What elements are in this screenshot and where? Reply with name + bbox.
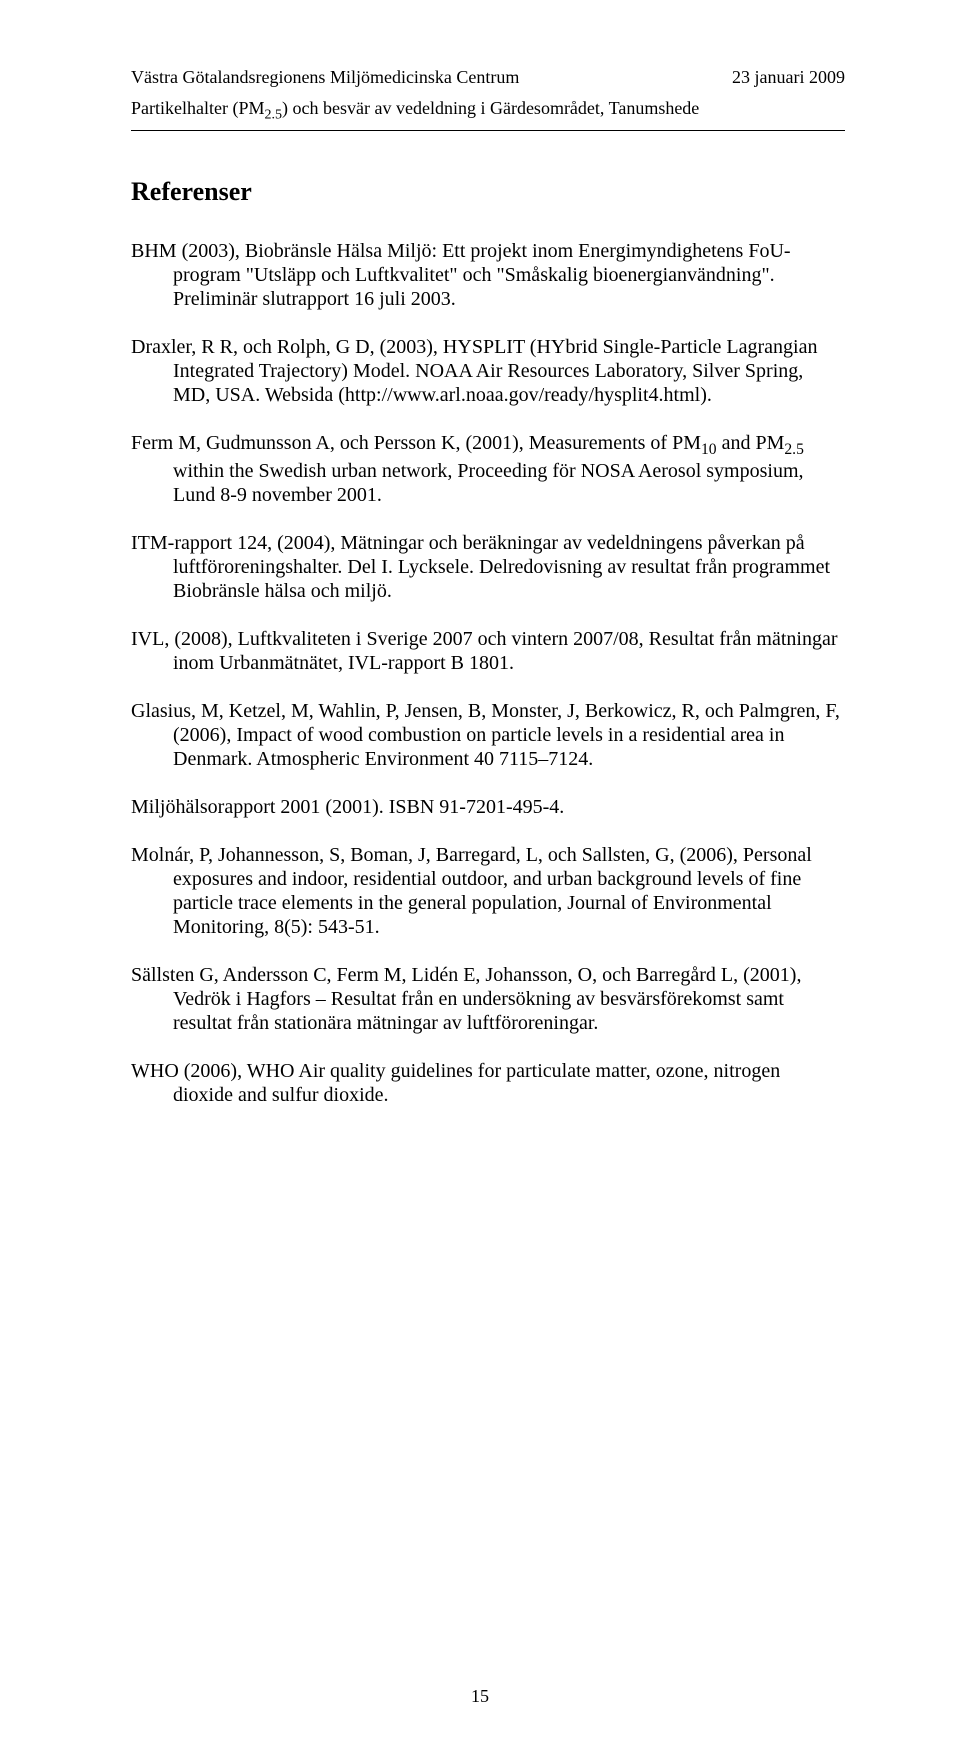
reference-item: Ferm M, Gudmunsson A, och Persson K, (20… (131, 431, 845, 508)
reference-item: Draxler, R R, och Rolph, G D, (2003), HY… (131, 335, 845, 407)
header-sub-pre: Partikelhalter (PM (131, 98, 264, 118)
reference-item: Molnár, P, Johannesson, S, Boman, J, Bar… (131, 843, 845, 939)
reference-item: Glasius, M, Ketzel, M, Wahlin, P, Jensen… (131, 699, 845, 771)
header-sub-post: ) och besvär av vedeldning i Gärdesområd… (282, 98, 699, 118)
header-right: 23 januari 2009 (732, 66, 845, 89)
header-top-row: Västra Götalandsregionens Miljömedicinsk… (131, 66, 845, 89)
header-sub-subscript: 2.5 (264, 106, 282, 122)
reference-item: IVL, (2008), Luftkvaliteten i Sverige 20… (131, 627, 845, 675)
page-number: 15 (0, 1686, 960, 1707)
reference-item: BHM (2003), Biobränsle Hälsa Miljö: Ett … (131, 239, 845, 311)
header-left: Västra Götalandsregionens Miljömedicinsk… (131, 66, 519, 89)
ref-text-pre: Ferm M, Gudmunsson A, och Persson K, (20… (131, 432, 701, 454)
reference-item: WHO (2006), WHO Air quality guidelines f… (131, 1059, 845, 1107)
header-rule (131, 130, 845, 131)
reference-item: Sällsten G, Andersson C, Ferm M, Lidén E… (131, 963, 845, 1035)
header-subtitle: Partikelhalter (PM2.5) och besvär av ved… (131, 97, 845, 124)
reference-item: Miljöhälsorapport 2001 (2001). ISBN 91-7… (131, 795, 845, 819)
page-header: Västra Götalandsregionens Miljömedicinsk… (131, 66, 845, 124)
reference-item: ITM-rapport 124, (2004), Mätningar och b… (131, 531, 845, 603)
ref-text-post: within the Swedish urban network, Procee… (173, 460, 804, 506)
ref-text-mid: and PM (717, 432, 785, 454)
ref-subscript: 10 (701, 441, 717, 458)
section-title: Referenser (131, 177, 845, 207)
ref-subscript: 2.5 (784, 441, 804, 458)
document-page: Västra Götalandsregionens Miljömedicinsk… (0, 0, 960, 1753)
